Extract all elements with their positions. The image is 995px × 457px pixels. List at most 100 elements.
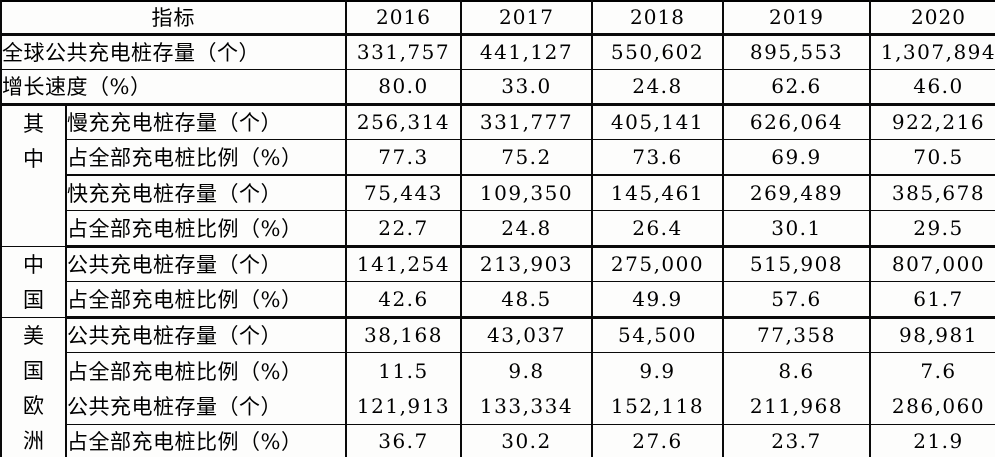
value-cell: 152,118 — [591, 388, 724, 425]
value-cell: 331,757 — [345, 34, 462, 70]
group-cell-china: 中 国 — [0, 246, 67, 318]
value-cell: 109,350 — [460, 175, 593, 211]
row-label: 快充充电桩存量（个） — [65, 175, 347, 211]
value-cell: 24.8 — [591, 69, 724, 106]
group-char: 国 — [23, 359, 44, 383]
value-cell: 7.6 — [869, 352, 995, 389]
value-cell: 26.4 — [591, 210, 724, 248]
value-cell: 70.5 — [869, 139, 995, 176]
row-label: 公共充电桩存量（个） — [65, 246, 347, 282]
value-cell: 30.1 — [722, 210, 871, 248]
value-cell: 275,000 — [591, 246, 724, 282]
group-char: 中 — [23, 253, 44, 277]
value-cell: 22.7 — [345, 210, 462, 248]
value-cell: 24.8 — [460, 210, 593, 248]
table-row-us-stock: 美 国 欧 洲 公共充电桩存量（个） 38,168 43,037 54,500 … — [0, 317, 995, 457]
group-char-spacer — [3, 211, 64, 246]
value-cell: 626,064 — [722, 104, 871, 140]
value-cell: 256,314 — [345, 104, 462, 140]
row-label: 全球公共充电桩存量（个） — [0, 34, 347, 70]
value-cell: 33.0 — [460, 69, 593, 106]
table-row-slow-share: 占全部充电桩比例（%） 77.3 75.2 73.6 69.9 70.5 — [1, 139, 995, 176]
value-cell: 807,000 — [869, 246, 995, 282]
value-cell: 73.6 — [591, 139, 724, 176]
header-year-2020: 2020 — [869, 1, 995, 36]
value-cell: 46.0 — [869, 69, 995, 106]
group-char: 中 — [23, 147, 44, 171]
group-label: 其 中 — [3, 106, 64, 246]
value-cell: 269,489 — [722, 175, 871, 211]
table-row-china-share: 占全部充电桩比例（%） 42.6 48.5 49.9 57.6 61.7 — [1, 281, 995, 319]
value-cell: 133,334 — [460, 388, 593, 425]
value-cell: 77.3 — [345, 139, 462, 176]
value-cell: 9.9 — [591, 352, 724, 389]
header-year-2016: 2016 — [345, 1, 462, 36]
value-cell: 27.6 — [591, 424, 724, 457]
row-label: 占全部充电桩比例（%） — [65, 281, 347, 319]
value-cell: 23.7 — [722, 424, 871, 457]
value-cell: 38,168 — [345, 317, 462, 354]
table-row-slow-stock: 其 中 慢充充电桩存量（个） 256,314 331,777 405,141 6… — [0, 104, 995, 247]
value-cell: 30.2 — [460, 424, 593, 457]
value-cell: 21.9 — [869, 424, 995, 457]
value-cell: 75,443 — [345, 175, 462, 211]
value-cell: 922,216 — [869, 104, 995, 140]
value-cell: 213,903 — [460, 246, 593, 282]
value-cell: 895,553 — [722, 34, 871, 70]
group-char: 美 — [23, 324, 44, 348]
row-label: 公共充电桩存量（个） — [65, 388, 347, 425]
value-cell: 77,358 — [722, 317, 871, 354]
row-label: 慢充充电桩存量（个） — [65, 104, 347, 140]
value-cell: 48.5 — [460, 281, 593, 319]
header-year-2018: 2018 — [591, 1, 724, 36]
row-label: 占全部充电桩比例（%） — [65, 424, 347, 457]
group-cell-qizhong: 其 中 — [0, 104, 67, 247]
value-cell: 75.2 — [460, 139, 593, 176]
value-cell: 211,968 — [722, 388, 871, 425]
table-row-europe-stock: 公共充电桩存量（个） 121,913 133,334 152,118 211,9… — [1, 388, 995, 425]
table-row-fast-stock: 快充充电桩存量（个） 75,443 109,350 145,461 269,48… — [1, 175, 995, 211]
value-cell: 54,500 — [591, 317, 724, 354]
table-row-china-stock: 中 国 公共充电桩存量（个） 141,254 213,903 275,000 5… — [0, 246, 995, 318]
group-char: 洲 — [23, 429, 44, 453]
value-cell: 405,141 — [591, 104, 724, 140]
value-cell: 36.7 — [345, 424, 462, 457]
group-char: 欧 — [23, 394, 44, 418]
row-label: 占全部充电桩比例（%） — [65, 352, 347, 389]
value-cell: 9.8 — [460, 352, 593, 389]
group-char: 国 — [23, 288, 44, 312]
group-cell-us-europe: 美 国 欧 洲 — [0, 317, 67, 457]
group-label: 美 国 欧 洲 — [3, 318, 64, 457]
value-cell: 550,602 — [591, 34, 724, 70]
row-label: 增长速度（%） — [0, 69, 347, 106]
value-cell: 145,461 — [591, 175, 724, 211]
header-year-2019: 2019 — [722, 1, 871, 36]
value-cell: 1,307,894 — [869, 34, 995, 70]
value-cell: 49.9 — [591, 281, 724, 319]
value-cell: 385,678 — [869, 175, 995, 211]
value-cell: 69.9 — [722, 139, 871, 176]
value-cell: 61.7 — [869, 281, 995, 319]
value-cell: 43,037 — [460, 317, 593, 354]
value-cell: 441,127 — [460, 34, 593, 70]
table-row-growth-rate: 增长速度（%） 80.0 33.0 24.8 62.6 46.0 — [0, 69, 995, 106]
value-cell: 57.6 — [722, 281, 871, 319]
table-header-row: 指标 2016 2017 2018 2019 2020 — [0, 1, 995, 36]
value-cell: 331,777 — [460, 104, 593, 140]
value-cell: 80.0 — [345, 69, 462, 106]
row-label: 公共充电桩存量（个） — [65, 317, 347, 354]
table-row-europe-share: 占全部充电桩比例（%） 36.7 30.2 27.6 23.7 21.9 — [1, 424, 995, 457]
row-label: 占全部充电桩比例（%） — [65, 210, 347, 248]
value-cell: 62.6 — [722, 69, 871, 106]
header-indicator: 指标 — [0, 1, 347, 36]
table-row-global-stock: 全球公共充电桩存量（个） 331,757 441,127 550,602 895… — [0, 34, 995, 70]
table-row-fast-share: 占全部充电桩比例（%） 22.7 24.8 26.4 30.1 29.5 — [1, 210, 995, 248]
value-cell: 515,908 — [722, 246, 871, 282]
group-char-spacer — [3, 176, 64, 211]
value-cell: 286,060 — [869, 388, 995, 425]
row-label: 占全部充电桩比例（%） — [65, 139, 347, 176]
table-row-us-share: 占全部充电桩比例（%） 11.5 9.8 9.9 8.6 7.6 — [1, 352, 995, 389]
value-cell: 29.5 — [869, 210, 995, 248]
